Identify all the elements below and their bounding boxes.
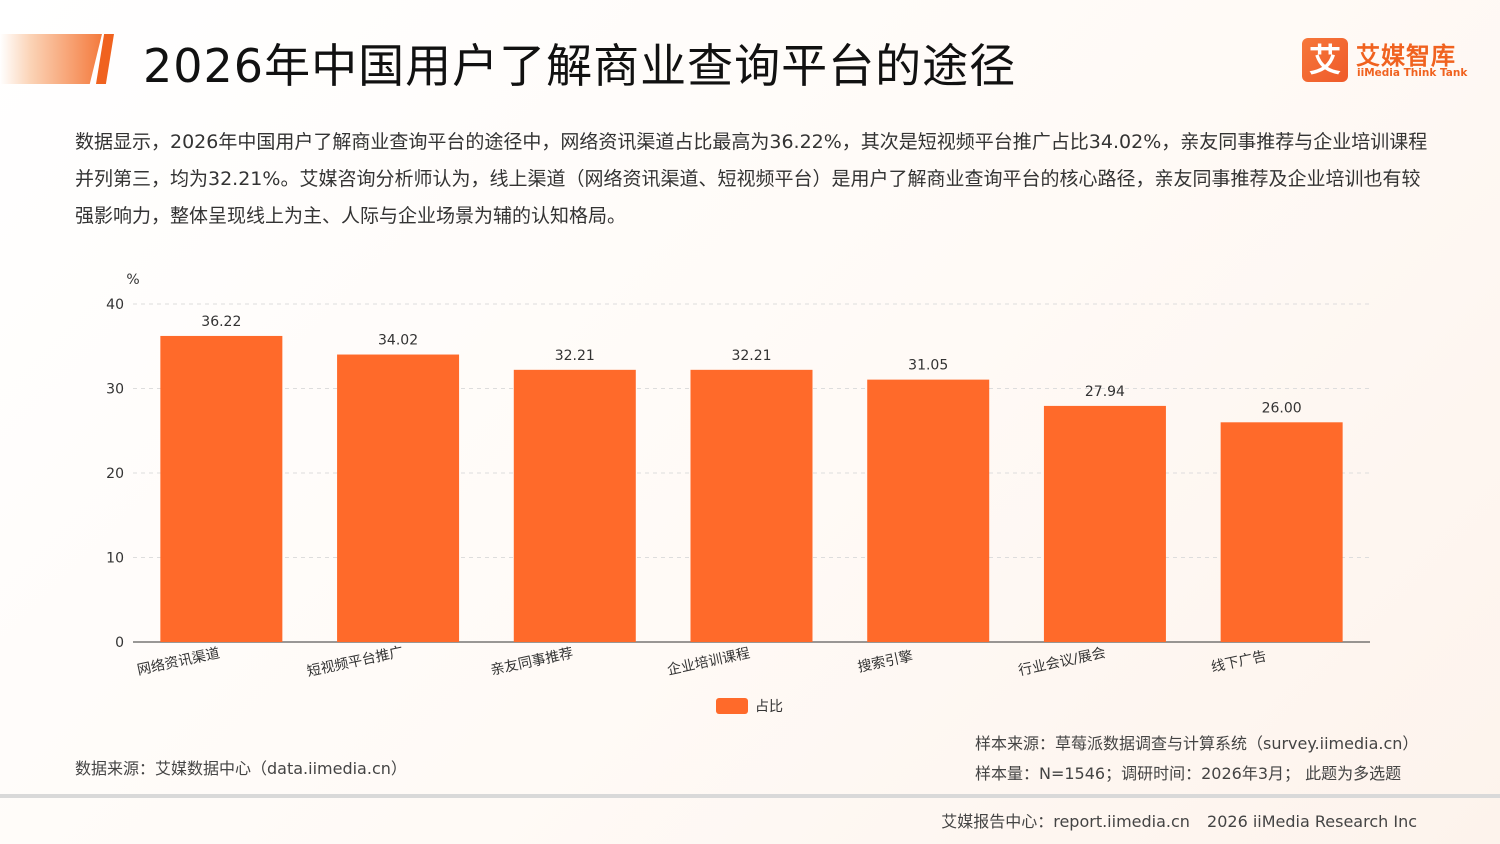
title-accent-bar xyxy=(0,34,102,84)
bar xyxy=(337,354,460,642)
x-tick-label: 线下广告 xyxy=(1210,648,1268,675)
page-title: 2026年中国用户了解商业查询平台的途径 xyxy=(143,39,1017,93)
sample-info: 样本量：N=1546；调研时间：2026年3月； 此题为多选题 xyxy=(975,764,1402,783)
sample-source: 样本来源：草莓派数据调查与计算系统（survey.iimedia.cn） xyxy=(975,734,1419,753)
data-source: 数据来源：艾媒数据中心（data.iimedia.cn） xyxy=(75,759,407,778)
x-tick-label: 搜索引擎 xyxy=(856,647,914,675)
bar-value-label: 27.94 xyxy=(1085,384,1125,400)
iimedia-logo: 艾 艾媒智库 iiMedia Think Tank xyxy=(1302,36,1467,84)
bar xyxy=(513,369,636,642)
bar xyxy=(690,369,813,642)
footer-divider xyxy=(0,794,1500,798)
logo-name-cn: 艾媒智库 xyxy=(1356,42,1456,70)
bar-value-label: 34.02 xyxy=(378,333,418,349)
bar xyxy=(1220,422,1343,642)
y-tick-label: 0 xyxy=(115,635,124,651)
copyright: 2026 iiMedia Research Inc xyxy=(1207,812,1417,831)
bar-value-label: 26.00 xyxy=(1262,400,1302,416)
logo-mark: 艾 xyxy=(1302,38,1348,82)
y-axis-unit: % xyxy=(126,272,139,288)
y-tick-label: 10 xyxy=(106,551,124,567)
bar xyxy=(160,335,283,642)
report-center: 艾媒报告中心：report.iimedia.cn xyxy=(941,812,1190,831)
legend-swatch xyxy=(716,698,748,714)
y-tick-label: 20 xyxy=(106,466,124,482)
bar xyxy=(1043,405,1166,642)
bar-chart: 0 10 20 30 40% 36.22 网络资讯渠道 34.02 短视频平台推广 32.21 亲友… xyxy=(106,272,1370,715)
bar-value-label: 31.05 xyxy=(908,358,948,374)
summary-text: 数据显示，2026年中国用户了解商业查询平台的途径中，网络资讯渠道占比最高为36… xyxy=(75,131,1428,227)
sample-notes: 样本来源：草莓派数据调查与计算系统（survey.iimedia.cn） 样本量… xyxy=(975,729,1418,789)
legend-label: 占比 xyxy=(755,699,783,715)
x-tick-label: 行业会议/展会 xyxy=(1017,645,1107,679)
footer: 艾媒报告中心：report.iimedia.cn 2026 iiMedia Re… xyxy=(941,808,1417,832)
y-tick-label: 40 xyxy=(106,297,124,313)
x-tick-label: 亲友同事推荐 xyxy=(489,646,574,679)
x-tick-label: 企业培训课程 xyxy=(666,645,752,679)
x-tick-label: 短视频平台推广 xyxy=(306,644,405,680)
bar-value-label: 36.22 xyxy=(201,314,241,330)
bar-value-label: 32.21 xyxy=(731,348,771,364)
x-tick-label: 网络资讯渠道 xyxy=(136,646,221,679)
bar xyxy=(867,379,990,642)
bar-value-label: 32.21 xyxy=(555,348,595,364)
logo-name-en: iiMedia Think Tank xyxy=(1357,67,1468,79)
y-tick-label: 30 xyxy=(106,382,124,398)
